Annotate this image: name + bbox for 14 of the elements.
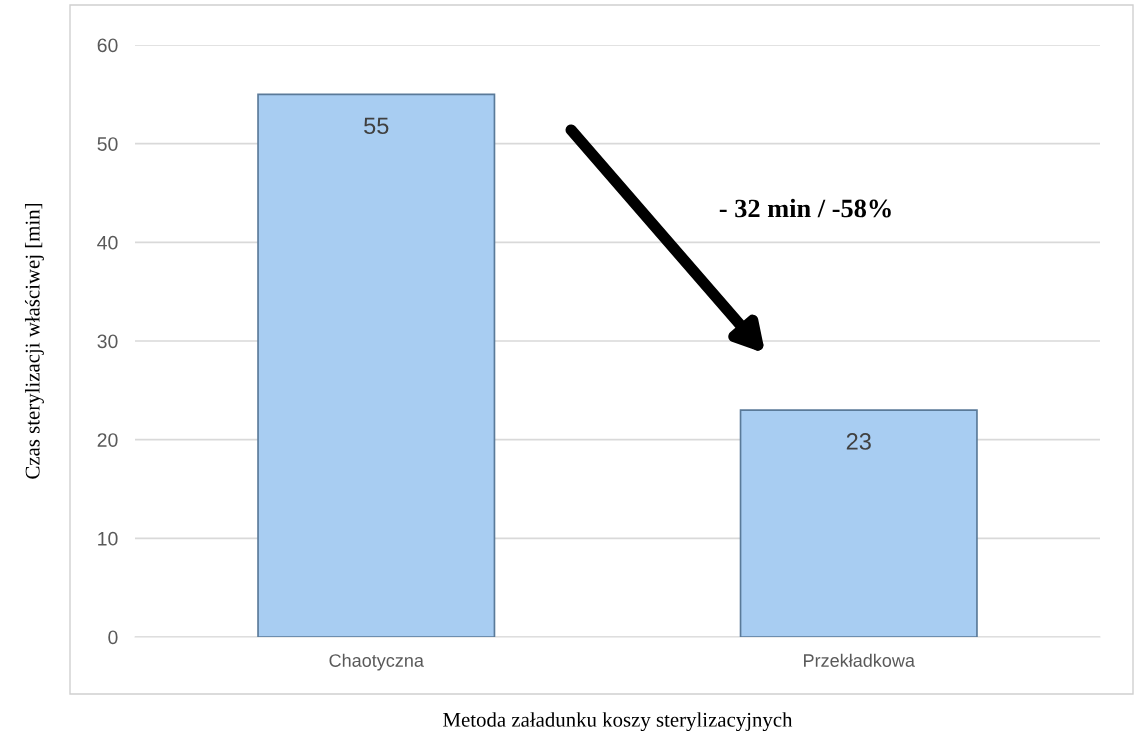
data-label: 23 bbox=[846, 433, 871, 450]
y-tick-label: 40 bbox=[97, 235, 118, 250]
y-tick-label: 20 bbox=[97, 433, 118, 447]
y-tick-label: 0 bbox=[108, 630, 118, 645]
y-tick-label: 60 bbox=[97, 38, 118, 53]
data-label: 55 bbox=[364, 117, 389, 135]
y-tick-label: 30 bbox=[97, 334, 118, 349]
y-axis-title: Czas sterylizacji właściwej [min] bbox=[24, 204, 44, 479]
y-tick-label: 10 bbox=[98, 531, 118, 546]
y-tick-label: 50 bbox=[97, 137, 118, 151]
x-axis-title: Metoda załadunku koszy sterylizacyjnych bbox=[443, 712, 793, 732]
annotation: - 32 min / -58% bbox=[719, 198, 891, 218]
x-tick-label: Przekładkowa bbox=[804, 653, 915, 667]
x-tick-label: Chaotyczna bbox=[329, 653, 424, 671]
